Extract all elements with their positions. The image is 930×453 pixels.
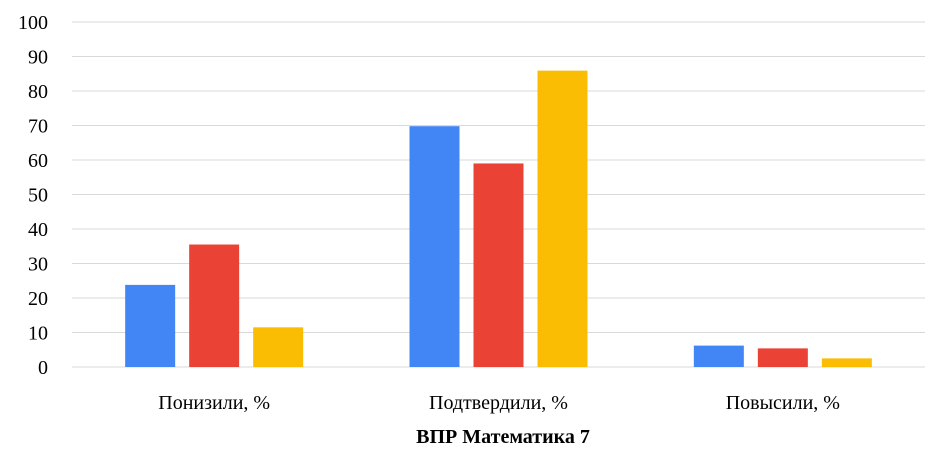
x-category-label: Повысили, %	[726, 392, 840, 414]
y-tick-label: 90	[28, 47, 48, 69]
y-tick-label: 40	[28, 219, 48, 241]
y-tick-label: 80	[28, 81, 48, 103]
y-tick-label: 100	[18, 12, 48, 34]
bars	[125, 70, 872, 368]
bar	[473, 163, 524, 367]
y-axis-ticks: 0 10 20 30 40 50 60 70 80 90 100	[18, 12, 48, 379]
x-axis-title: ВПР Математика 7	[416, 426, 590, 448]
y-tick-label: 20	[28, 288, 48, 310]
bar	[537, 70, 588, 368]
y-tick-label: 50	[28, 185, 48, 207]
bar	[757, 348, 808, 367]
bar	[821, 358, 872, 367]
y-tick-label: 0	[38, 357, 48, 379]
y-tick-label: 60	[28, 150, 48, 172]
bar	[409, 126, 460, 367]
x-category-label: Подтвердили, %	[429, 392, 568, 414]
x-category-label: Понизили, %	[158, 392, 270, 414]
bar	[693, 345, 744, 367]
bar	[125, 284, 176, 367]
y-tick-label: 10	[28, 323, 48, 345]
y-tick-label: 30	[28, 254, 48, 276]
bar	[253, 327, 304, 367]
x-axis-categories: Понизили, % Подтвердили, % Повысили, %	[158, 392, 840, 414]
bar	[189, 244, 240, 367]
y-tick-label: 70	[28, 116, 48, 138]
